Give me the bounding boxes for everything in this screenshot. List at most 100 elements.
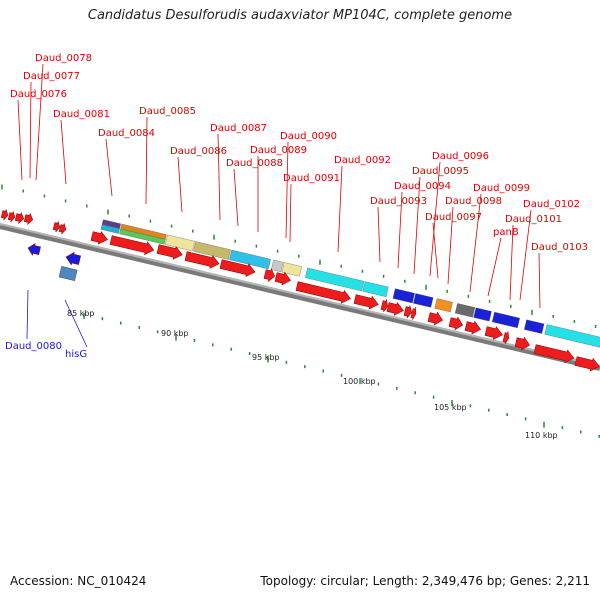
feature-bar <box>164 234 195 252</box>
gene-label: Daud_0095 <box>412 166 469 177</box>
forward-arrow <box>295 281 351 304</box>
gene-label: Daud_0089 <box>250 145 307 156</box>
leader-line <box>29 81 32 179</box>
forward-arrow <box>484 326 503 340</box>
feature-bar <box>392 288 415 304</box>
leader-line <box>509 224 514 301</box>
forward-arrow <box>380 299 389 313</box>
forward-arrow <box>533 344 575 364</box>
leader-line <box>487 237 502 297</box>
feature-bar <box>193 241 231 260</box>
scale-label: 90 kbp <box>161 329 189 338</box>
gene-label: Daud_0076 <box>10 89 67 100</box>
gene-label: Daud_0086 <box>170 146 227 157</box>
forward-arrow <box>156 244 183 260</box>
leader-line <box>285 141 289 239</box>
leader-line <box>432 222 439 279</box>
forward-arrow <box>90 230 108 245</box>
leader-line <box>377 206 381 263</box>
gene-label: Daud_0103 <box>531 242 588 253</box>
forward-arrow <box>274 271 291 286</box>
feature-bar <box>119 228 166 245</box>
forward-arrow <box>52 221 61 233</box>
forward-arrow <box>427 311 443 326</box>
leader-line <box>337 165 343 253</box>
gene-label: Daud_0093 <box>370 196 427 207</box>
scale-label: 105 kbp <box>434 403 467 412</box>
genome-backbone <box>0 223 600 371</box>
leader-line <box>26 289 29 340</box>
forward-arrow <box>263 268 276 283</box>
forward-arrow <box>14 211 25 224</box>
forward-arrow <box>23 212 34 225</box>
gene-label: hisG <box>65 349 87 360</box>
gene-label: Daud_0087 <box>210 123 267 134</box>
leader-line <box>177 156 183 213</box>
feature-bar <box>413 293 434 308</box>
leader-line <box>289 183 292 243</box>
gene-label: Daud_0081 <box>53 109 110 120</box>
leader-line <box>105 138 113 197</box>
leader-line <box>145 116 148 205</box>
feature-bar <box>281 262 302 277</box>
feature-bar <box>305 267 365 292</box>
gene-label: Daud_0092 <box>334 155 391 166</box>
gene-label: Daud_0098 <box>445 196 502 207</box>
feature-bars <box>100 219 600 351</box>
scale-label: 85 kbp <box>67 309 95 318</box>
gene-label: Daud_0078 <box>35 53 92 64</box>
gene-label: Daud_0080 <box>5 341 62 352</box>
forward-arrow <box>58 223 67 235</box>
leader-line <box>413 176 421 275</box>
feature-bar <box>434 298 453 313</box>
gene-label: Daud_0094 <box>394 181 451 192</box>
gene-label: Daud_0085 <box>139 106 196 117</box>
gene-label: Daud_0101 <box>505 214 562 225</box>
forward-arrow <box>514 336 530 351</box>
gene-label: Daud_0084 <box>98 128 155 139</box>
scale-label: 100 kbp <box>343 377 376 386</box>
gene-label: Daud_0090 <box>280 131 337 142</box>
forward-arrow <box>574 356 600 372</box>
forward-arrow <box>448 316 463 331</box>
gene-labels: Daud_0076 Daud_0077 Daud_0078 Daud_0081 Daud… <box>5 53 588 360</box>
leader-line <box>429 161 441 277</box>
forward-arrow <box>0 209 9 221</box>
gene-label: Daud_0097 <box>425 212 482 223</box>
leader-line <box>469 193 482 293</box>
topology-summary: Topology: circular; Length: 2,349,476 bp… <box>260 574 590 588</box>
scale-ticks: 85 kbp 90 kbp 95 kbp 100 kbp 105 kbp 110 kbp <box>1 184 600 440</box>
forward-arrow <box>7 211 16 223</box>
feature-bar-hisg <box>58 266 78 281</box>
feature-bar <box>524 319 545 334</box>
forward-arrow <box>109 235 155 256</box>
forward-arrow <box>464 320 481 335</box>
map-title: Candidatus Desulforudis audaxviator MP10… <box>87 8 513 23</box>
gene-label: Daud_0102 <box>523 199 580 210</box>
leader-line <box>233 168 239 227</box>
leader-line <box>538 252 541 309</box>
gene-label: Daud_0088 <box>226 158 283 169</box>
feature-bar <box>491 311 520 329</box>
leader-line <box>217 133 221 221</box>
gene-label: Daud_0091 <box>283 173 340 184</box>
gene-label: Daud_0096 <box>432 151 489 162</box>
forward-arrow <box>184 251 220 269</box>
gene-label: Daud_0077 <box>23 71 80 82</box>
feature-bar <box>271 259 284 273</box>
forward-arrow <box>410 307 417 320</box>
gene-arrows <box>0 209 600 372</box>
reverse-arrow <box>65 251 81 266</box>
feature-bar <box>100 224 120 234</box>
scale-label: 95 kbp <box>252 353 280 362</box>
feature-bar <box>362 281 389 297</box>
scale-label: 110 kbp <box>525 431 558 440</box>
leader-line <box>17 99 23 181</box>
leader-line <box>64 299 88 348</box>
forward-arrow <box>353 294 379 310</box>
gene-label: panB <box>493 227 519 238</box>
accession-text: Accession: NC_010424 <box>10 574 147 588</box>
leader-line <box>35 63 44 181</box>
gene-label: Daud_0099 <box>473 183 530 194</box>
